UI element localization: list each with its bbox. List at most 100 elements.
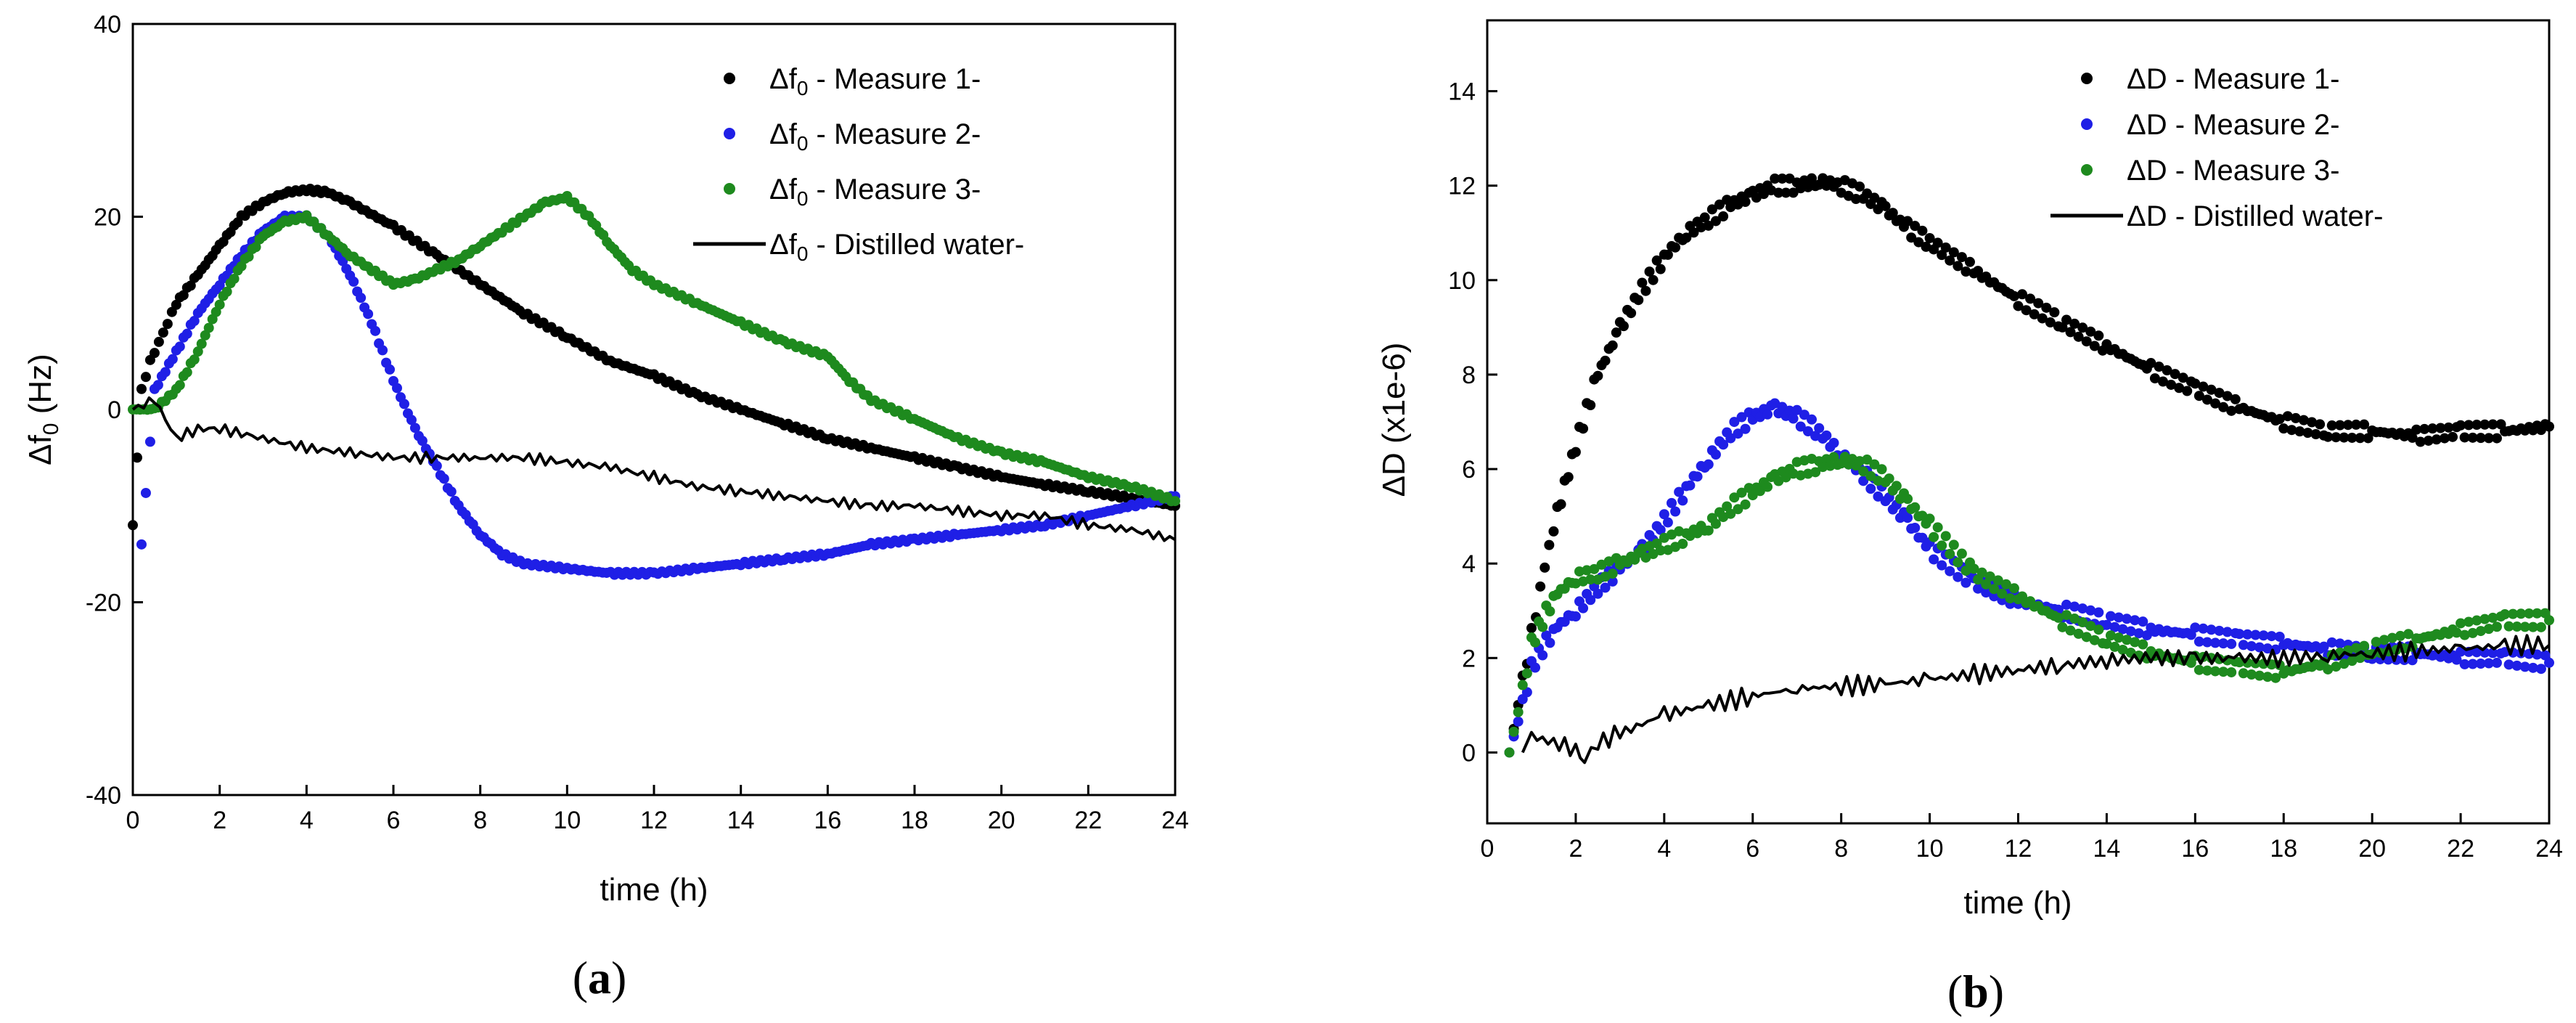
data-point <box>1862 188 1873 199</box>
data-point <box>2527 662 2538 673</box>
data-point <box>2282 411 2293 422</box>
data-point <box>1784 405 1795 416</box>
legend-label-b-4: ΔD - Distilled water- <box>2127 200 2383 232</box>
x-tick-label-a-8: 16 <box>814 807 841 834</box>
legend-marker-a-3 <box>724 183 735 195</box>
data-point <box>1754 486 1765 497</box>
data-point <box>2471 647 2482 658</box>
data-point <box>1973 583 1984 594</box>
data-point <box>2355 433 2366 444</box>
data-point <box>2125 626 2136 637</box>
data-point <box>1530 637 1541 648</box>
data-point <box>1659 509 1669 520</box>
data-point <box>2535 621 2546 632</box>
data-point <box>1725 508 1736 519</box>
data-point <box>2214 388 2225 399</box>
data-point <box>131 452 142 463</box>
data-point <box>1902 494 1913 505</box>
data-point <box>2479 614 2490 624</box>
data-point <box>2077 617 2088 628</box>
data-point <box>2286 425 2297 436</box>
data-point <box>181 367 192 378</box>
y-tick-label-b-1: 2 <box>1462 645 1476 672</box>
data-point <box>2210 637 2221 648</box>
data-point <box>348 276 359 287</box>
data-point <box>2130 637 2140 648</box>
data-point <box>2278 423 2289 434</box>
data-point <box>1921 241 1931 252</box>
data-point <box>2218 638 2229 649</box>
data-point <box>1578 423 1589 434</box>
data-point <box>1703 220 1714 231</box>
data-point <box>2250 629 2261 640</box>
data-point <box>1940 531 1951 542</box>
data-point <box>1740 196 1751 207</box>
data-point <box>2379 635 2389 645</box>
data-point <box>1910 522 1921 533</box>
data-point <box>2544 615 2554 626</box>
data-point <box>1945 255 1955 266</box>
series-a-2 <box>136 210 1180 580</box>
data-point <box>2351 643 2361 653</box>
data-point <box>1762 409 1773 420</box>
data-point <box>1618 321 1629 332</box>
data-point <box>1626 308 1637 319</box>
data-point <box>167 354 178 364</box>
data-point <box>1729 417 1740 428</box>
data-point <box>1655 545 1666 556</box>
data-point <box>2008 290 2019 301</box>
data-point <box>2065 625 2076 636</box>
data-point <box>2069 601 2080 612</box>
data-point <box>2403 629 2414 640</box>
data-point <box>2146 358 2156 369</box>
data-point <box>1718 211 1729 221</box>
data-point <box>192 346 203 357</box>
data-point <box>2258 630 2269 641</box>
data-point <box>2105 611 2116 621</box>
data-point <box>2218 667 2229 677</box>
x-tick-label-a-7: 14 <box>727 807 755 834</box>
data-point <box>2262 672 2273 682</box>
data-point <box>2298 415 2309 425</box>
data-point <box>2270 672 2281 683</box>
data-point <box>2540 650 2551 661</box>
data-point <box>2274 414 2285 425</box>
data-point <box>1710 216 1721 227</box>
data-point <box>1607 568 1618 579</box>
data-point <box>1570 447 1581 457</box>
legend-label-b-1: ΔD - Measure 1- <box>2127 63 2339 95</box>
data-point <box>2210 666 2221 677</box>
data-point <box>1585 574 1596 585</box>
data-point <box>2516 608 2527 619</box>
data-point <box>2519 661 2530 672</box>
data-point <box>2467 627 2478 638</box>
data-point <box>2057 322 2068 333</box>
data-point <box>1989 584 2000 595</box>
data-point <box>2483 433 2494 444</box>
data-point <box>2467 432 2478 443</box>
data-point <box>1736 412 1747 423</box>
data-point <box>1747 490 1758 501</box>
y-tick-label-a-3: 20 <box>94 204 121 232</box>
data-point <box>2122 635 2133 645</box>
x-tick-label-b-9: 18 <box>2270 835 2297 863</box>
data-point <box>431 460 442 471</box>
y-tick-label-a-0: -40 <box>86 782 121 810</box>
data-point <box>409 423 420 433</box>
data-point <box>2456 618 2466 629</box>
data-point <box>2479 419 2490 430</box>
data-point <box>2190 622 2201 633</box>
legend-marker-a-2 <box>724 128 735 139</box>
data-point <box>1929 531 1939 542</box>
data-point <box>214 299 225 310</box>
data-point <box>1703 525 1714 536</box>
data-point <box>2274 631 2285 642</box>
data-point <box>1592 370 1603 381</box>
legend-marker-b-1 <box>2081 73 2093 84</box>
data-point <box>2226 667 2237 677</box>
data-point <box>377 345 388 356</box>
data-point <box>2383 654 2394 665</box>
data-point <box>417 436 428 447</box>
